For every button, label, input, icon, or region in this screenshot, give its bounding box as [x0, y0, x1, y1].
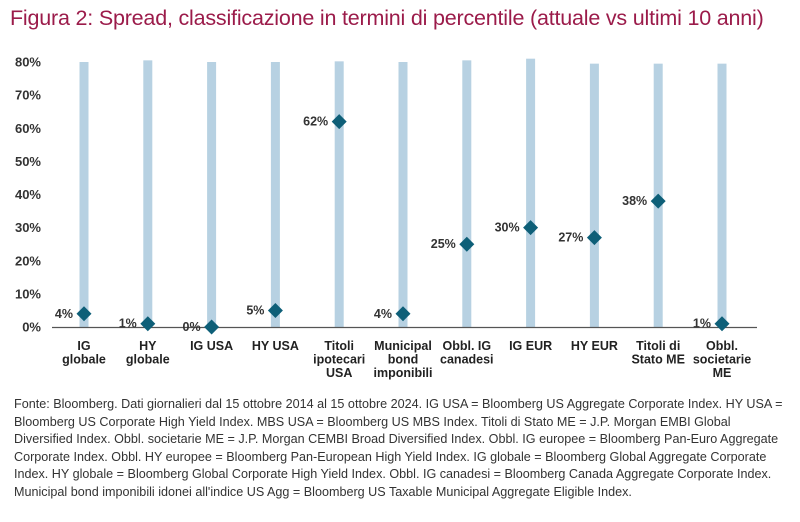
source-note: Fonte: Bloomberg. Dati giornalieri dal 1… [14, 397, 783, 499]
x-category-label: Titoli ipotecari USA [313, 339, 365, 380]
data-point-label: 4% [374, 307, 392, 321]
data-point-label: 5% [246, 303, 264, 317]
data-point-label: 4% [55, 307, 73, 321]
y-tick-label: 30% [15, 220, 41, 235]
range-bars [79, 58, 727, 328]
x-category-label: Municipal bond imponibili [373, 339, 432, 380]
range-bar [270, 62, 280, 327]
data-point-marker [267, 302, 283, 318]
data-labels: 4% 1% 0% 5% 62% 4% 25% 30% 27% 38% 1% [55, 115, 711, 334]
x-category-label: Obbl. IG canadesi [440, 339, 494, 367]
data-point-marker [76, 306, 92, 322]
y-tick-label: 0% [22, 320, 41, 335]
range-bar [717, 63, 727, 327]
data-point-marker [714, 316, 730, 332]
y-tick-label: 40% [15, 187, 41, 202]
x-category-label: Titoli di Stato ME [631, 339, 684, 367]
range-bar [398, 62, 408, 327]
x-category-label: HY USA [252, 339, 299, 353]
y-tick-label: 80% [15, 55, 41, 70]
percentile-chart: 0%10%20%30%40%50%60%70%80% 4%1% 0%5%62%4%… [15, 55, 757, 380]
data-point-label: 27% [558, 231, 583, 245]
data-point-marker [331, 114, 347, 130]
y-tick-label: 10% [15, 286, 41, 301]
data-point-label: 1% [693, 317, 711, 331]
data-point-marker [650, 193, 666, 209]
x-axis-categories: IG globale HY globale IG USA HY USA Titoli ipot… [62, 339, 751, 380]
range-bar [143, 60, 153, 327]
range-bar [79, 62, 89, 327]
range-bar [462, 60, 472, 327]
data-point-marker [523, 220, 539, 236]
data-markers [76, 114, 730, 335]
data-point-label: 0% [183, 320, 201, 334]
data-point-label: 30% [495, 221, 520, 235]
range-bar [207, 62, 217, 327]
y-tick-label: 50% [15, 154, 41, 169]
y-tick-label: 70% [15, 88, 41, 103]
y-tick-label: 20% [15, 253, 41, 268]
x-category-label: IG USA [190, 339, 233, 353]
x-category-label: Obbl. societarie ME [693, 339, 751, 380]
data-point-label: 62% [303, 115, 328, 129]
x-category-label: HY EUR [571, 339, 618, 353]
y-tick-label: 60% [15, 121, 41, 136]
range-bar [589, 63, 599, 327]
data-point-label: 25% [431, 237, 456, 251]
x-category-label: HY globale [126, 339, 170, 367]
data-point-marker [140, 316, 156, 332]
x-category-label: IG globale [62, 339, 106, 367]
data-point-label: 1% [119, 317, 137, 331]
data-point-marker [586, 230, 602, 246]
chart-title: Figura 2: Spread, classificazione in ter… [10, 6, 764, 30]
range-bar [334, 61, 344, 328]
data-point-marker [395, 306, 411, 322]
data-point-marker [459, 236, 475, 252]
data-point-label: 38% [622, 194, 647, 208]
x-category-label: IG EUR [509, 339, 552, 353]
range-bar [526, 58, 536, 327]
data-point-marker [204, 319, 220, 335]
y-axis: 0% 10% 20% 30% 40% 50% 60% 70% 80% [15, 55, 41, 335]
